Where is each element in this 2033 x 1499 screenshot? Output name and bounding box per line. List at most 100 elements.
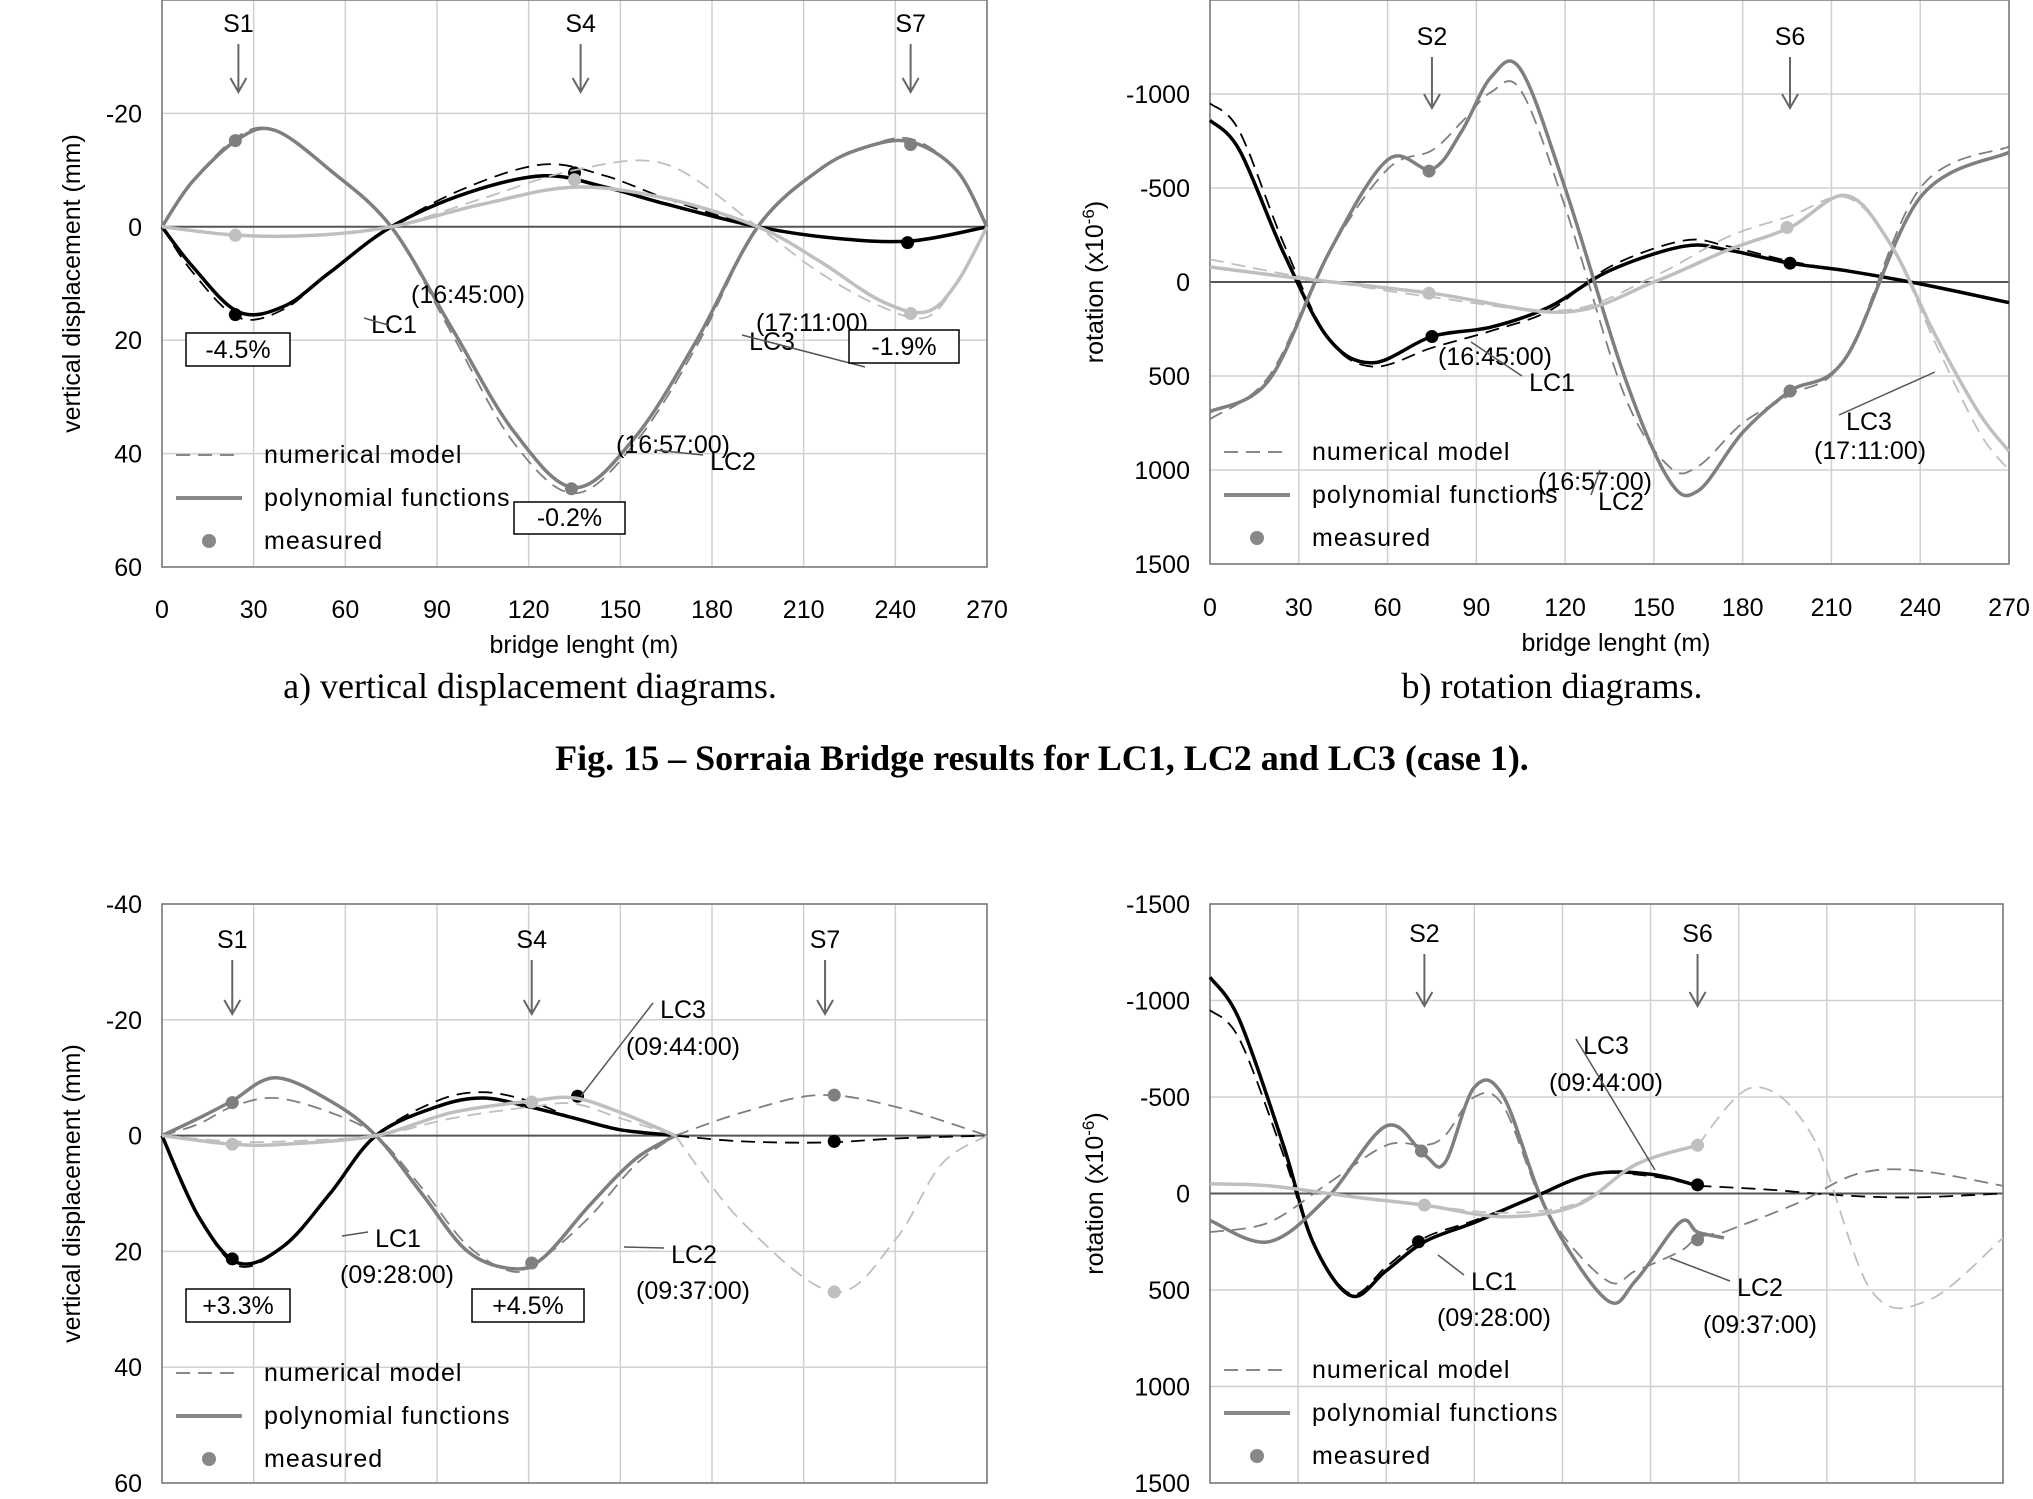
y-tick-label: 0 [1176,269,1190,297]
legend-dot-swatch [202,534,216,548]
annotation-label: +4.5% [492,1292,564,1320]
y-tick-label: 0 [128,214,142,242]
measured-point [1425,330,1439,344]
numerical-model-line [1723,1168,2004,1233]
section-label-s1: S1 [223,10,254,38]
plot-frame [161,903,988,1484]
legend-entry: numerical model [1312,1356,1510,1384]
series-label-lc1: LC1 [371,311,417,339]
x-tick-label: 0 [155,596,169,624]
measured-point [1783,384,1797,398]
figure-caption: Fig. 15 – Sorraia Bridge results for LC1… [555,738,1529,778]
series-lc2-1 [160,126,989,496]
series-lc3-4 [1209,1138,1705,1219]
arrowhead [1423,93,1441,111]
numerical-model-line [675,1134,988,1144]
y-axis-label: rotation (x10-6) [1079,201,1109,363]
legend-dot-swatch [1250,531,1264,545]
series-lc3-5 [674,1134,988,1299]
annotation-box [471,1288,585,1323]
legend-entry: numerical model [264,1359,462,1387]
measured-point [1691,1233,1705,1247]
annotation-box [185,332,291,367]
y-tick-label: -20 [106,100,142,128]
series-label-lc1: LC1 [1529,369,1575,397]
series-time-lc3: (09:44:00) [626,1033,740,1061]
x-tick-label: 0 [1203,594,1217,622]
section-label-s6: S6 [1682,920,1713,948]
y-axis-label: vertical displacement (mm) [58,1044,86,1343]
x-tick-label: 270 [966,596,1008,624]
series-label-lc3: LC3 [660,996,706,1024]
leader-line [741,334,866,368]
series-time-lc1: (09:28:00) [340,1261,454,1289]
panel-caption: b) rotation diagrams. [1402,666,1703,706]
polynomial-line [161,185,989,315]
leader-line [1590,469,1601,496]
polynomial-line [1209,59,2010,498]
x-axis-label: bridge lenght (m) [490,631,679,659]
numerical-model-line [675,1094,988,1137]
annotation-box [185,1288,291,1323]
series-lc3-4 [161,1095,676,1151]
annotation-box [513,501,626,535]
numerical-model-line [1209,195,2010,471]
numerical-model-line [161,159,988,320]
series-label-lc1: LC1 [1471,1268,1517,1296]
series-lc2-1 [1209,59,2010,498]
x-tick-label: 150 [599,596,641,624]
arrowhead [1415,991,1434,1009]
legend-entry: polynomial functions [1312,1399,1559,1427]
leader-line [341,1231,369,1237]
measured-point [564,482,578,496]
measured-point [568,173,581,187]
measured-point [1412,1235,1426,1249]
y-tick-label: -500 [1140,1084,1190,1112]
series-time-lc1: (09:28:00) [1437,1304,1551,1332]
polynomial-line [161,1095,676,1148]
y-tick-label: 40 [114,1354,142,1382]
leader-line [623,1246,665,1249]
series-lc2-3 [675,1088,988,1137]
measured-point [228,228,242,242]
section-label-s2: S2 [1409,920,1440,948]
series-label-lc3: LC3 [1583,1032,1629,1060]
series-lc3-5 [1696,1086,2004,1310]
annotation-label: +3.3% [202,1292,274,1320]
measured-point [901,236,915,250]
plot-frame [1209,0,2010,565]
section-label-s2: S2 [1417,23,1448,51]
section-label-s6: S6 [1775,23,1806,51]
series-lc2-3 [1723,1168,2004,1233]
measured-point [1691,1178,1705,1192]
y-tick-label: 1000 [1134,457,1190,485]
leader-line [1470,341,1523,377]
numerical-model-line [674,1134,988,1293]
y-tick-label: -40 [106,891,142,919]
x-tick-label: 90 [1462,594,1490,622]
polynomial-line [1209,1078,1725,1305]
legend: numerical model polynomial functions measu… [176,1359,510,1473]
leader-line [654,449,704,456]
panel-caption: a) vertical displacement diagrams. [283,666,777,706]
measured-point [1422,164,1436,178]
x-tick-label: 150 [1633,594,1675,622]
measured-point [1783,256,1797,270]
series-label-lc2: LC2 [710,448,756,476]
measured-point [228,308,242,322]
series-lc1-1 [1697,1184,2004,1199]
y-tick-label: 1000 [1134,1374,1190,1402]
plot-frame [1209,903,2004,1484]
chart-panel-4: -1500 -1000 -500 0 500 1000 1500 rotation (x10-… [1079,891,2004,1498]
polynomial-line [1208,976,1698,1299]
x-tick-label: 120 [508,596,550,624]
section-label-s4: S4 [565,10,596,38]
series-time-lc3: (09:44:00) [1549,1069,1663,1097]
legend: numerical model polynomial functions measu… [1224,438,1558,552]
y-tick-label: -1000 [1126,81,1190,109]
y-tick-label: 1500 [1134,551,1190,579]
x-tick-label: 90 [423,596,451,624]
measured-point [904,307,918,321]
chart-panel-2: -1000 -500 0 500 1000 1500 0 30 60 90 120 150 180 210… [1079,0,2030,706]
arrowhead [571,77,590,95]
